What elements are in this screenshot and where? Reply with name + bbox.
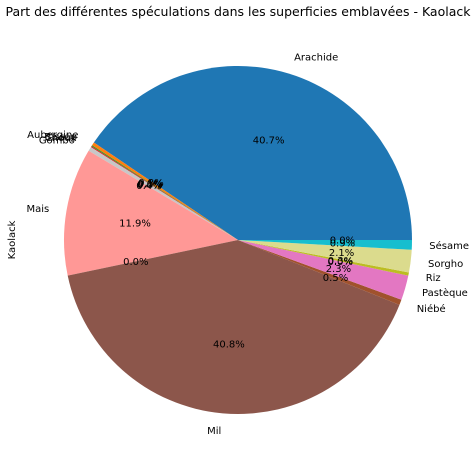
y-axis-label: Kaolack — [7, 220, 18, 259]
pie-slice-riz — [238, 240, 409, 276]
slice-label-niebe: Niébé — [417, 303, 446, 315]
pct-label-sesame: 0.9% — [330, 238, 355, 249]
pie-slice-mais — [64, 150, 238, 276]
pie-slice-bissap — [91, 145, 239, 240]
pct-label-tomate: 0.0% — [330, 236, 355, 247]
pie-slice-gombo — [88, 147, 238, 240]
pct-label-choux: 0.1% — [137, 180, 162, 191]
pie-slice-pasteque — [238, 240, 409, 300]
pct-label-bissap: 0.1% — [138, 179, 163, 190]
pct-label-cornichon: 0.0% — [137, 180, 162, 191]
pct-label-piment: 0.0% — [327, 257, 352, 268]
slice-label-mais: Mais — [26, 204, 49, 215]
pct-label-mil: 40.8% — [213, 340, 245, 351]
pct-label-pasteque: 2.3% — [326, 264, 351, 275]
chart-title: Part des différentes spéculations dans l… — [6, 4, 472, 19]
pie-slice-choux — [90, 146, 238, 240]
slice-label-gombo: Gombo — [39, 135, 75, 146]
slice-label-sorgho: Sorgho — [428, 259, 463, 270]
slice-label-sesame: Sésame — [429, 240, 469, 252]
pie-slices — [64, 66, 413, 414]
pct-label-gombo: 0.4% — [136, 181, 161, 192]
pct-label-sorgho: 2.1% — [329, 248, 354, 259]
pie-slice-sorgho — [238, 240, 412, 273]
pct-label-riz: 0.3% — [328, 256, 353, 267]
pie-slice-sesame — [238, 240, 412, 250]
pie-slice-mil — [67, 240, 400, 414]
pct-label-mais: 11.9% — [119, 218, 151, 229]
slice-label-arachide: Arachide — [294, 53, 338, 64]
pie-slice-niebe — [238, 240, 402, 305]
slice-label-riz: Riz — [426, 273, 441, 284]
pie-slice-aubergine — [92, 142, 238, 240]
slice-label-mil: Mil — [207, 426, 221, 437]
pct-label-aubergine: 0.3% — [138, 178, 163, 189]
slice-label-bissap: Bissap — [45, 132, 78, 143]
pie-slice-arachide — [93, 66, 413, 240]
slice-label-aubergine: Aubergine — [27, 130, 78, 141]
pct-label-niebe: 0.5% — [323, 273, 348, 284]
percentage-labels: 40.7%0.3%0.1%0.1%0.0%0.4%11.9%0.0%40.8%0… — [119, 136, 355, 351]
pct-label-manioc: 0.0% — [123, 257, 148, 268]
slice-label-pasteque: Pastèque — [422, 287, 468, 299]
pct-label-arachide: 40.7% — [253, 136, 285, 147]
slice-label-choux: Choux — [45, 133, 77, 144]
